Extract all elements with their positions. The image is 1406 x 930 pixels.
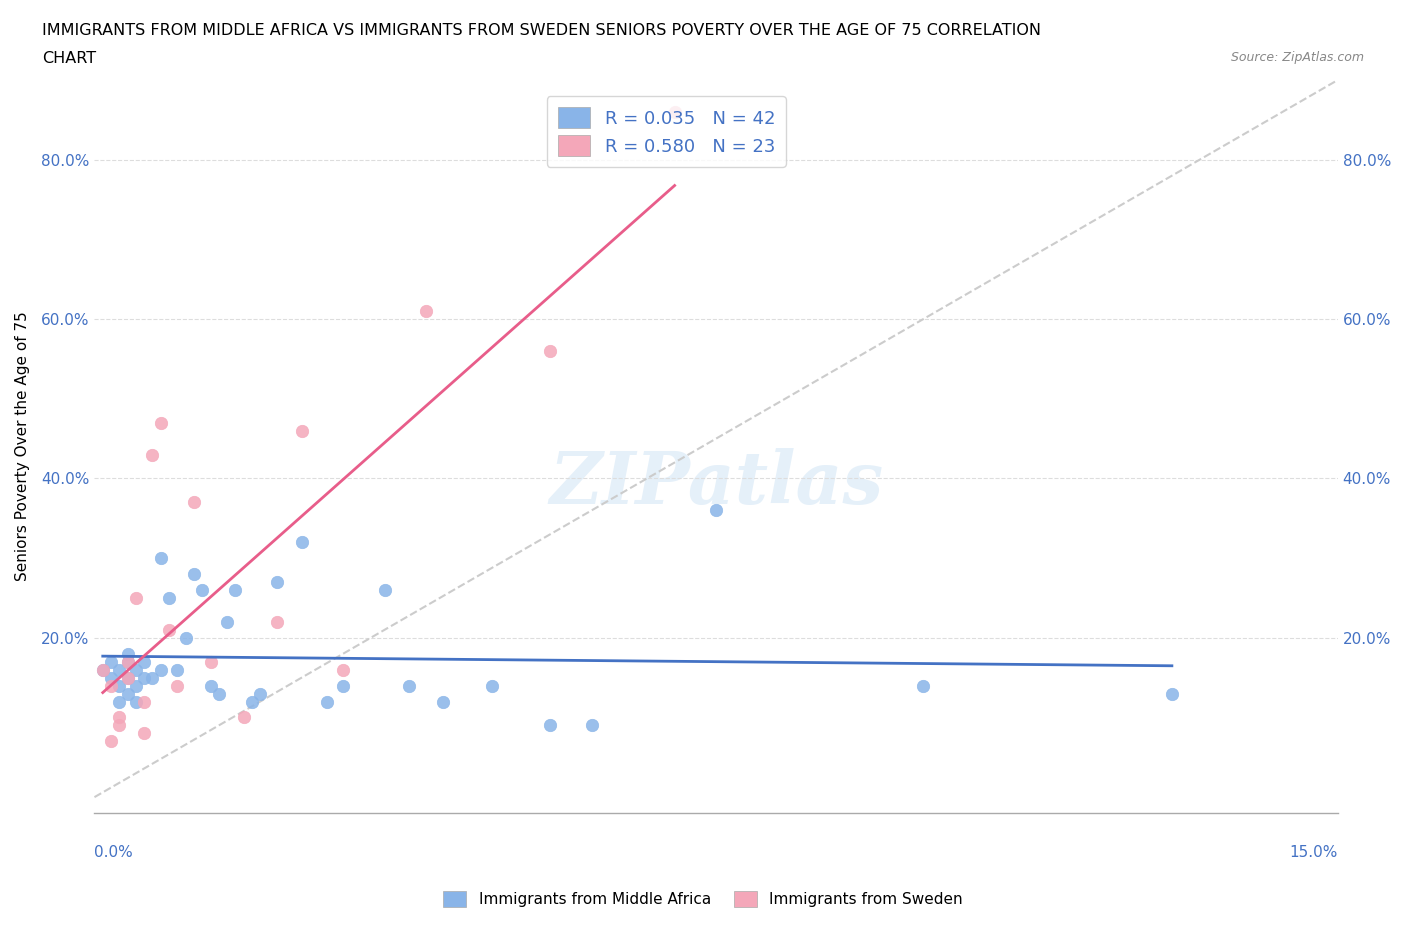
Point bbox=[291, 423, 314, 438]
Point bbox=[224, 582, 246, 597]
Point bbox=[232, 710, 254, 724]
Point bbox=[125, 662, 148, 677]
Point bbox=[125, 591, 148, 605]
Y-axis label: Seniors Poverty Over the Age of 75: Seniors Poverty Over the Age of 75 bbox=[15, 312, 30, 581]
Point bbox=[432, 694, 454, 709]
Point bbox=[117, 646, 139, 661]
Point bbox=[183, 495, 205, 510]
Point bbox=[100, 654, 122, 669]
Point bbox=[157, 622, 180, 637]
Legend: R = 0.035   N = 42, R = 0.580   N = 23: R = 0.035 N = 42, R = 0.580 N = 23 bbox=[547, 97, 786, 167]
Point bbox=[200, 678, 222, 693]
Point bbox=[1160, 686, 1182, 701]
Point bbox=[398, 678, 420, 693]
Point bbox=[240, 694, 263, 709]
Point bbox=[266, 615, 288, 630]
Point bbox=[291, 535, 314, 550]
Point bbox=[149, 662, 172, 677]
Point bbox=[134, 726, 156, 741]
Point bbox=[108, 694, 131, 709]
Point bbox=[191, 582, 214, 597]
Point bbox=[374, 582, 396, 597]
Point bbox=[117, 671, 139, 685]
Point bbox=[174, 631, 197, 645]
Point bbox=[100, 671, 122, 685]
Point bbox=[581, 718, 603, 733]
Point bbox=[100, 734, 122, 749]
Point bbox=[157, 591, 180, 605]
Point bbox=[125, 678, 148, 693]
Point bbox=[183, 566, 205, 581]
Point bbox=[117, 686, 139, 701]
Point bbox=[91, 662, 114, 677]
Text: Source: ZipAtlas.com: Source: ZipAtlas.com bbox=[1230, 51, 1364, 64]
Point bbox=[125, 694, 148, 709]
Point bbox=[415, 304, 437, 319]
Point bbox=[481, 678, 503, 693]
Point bbox=[141, 447, 163, 462]
Point bbox=[134, 654, 156, 669]
Point bbox=[108, 662, 131, 677]
Point bbox=[208, 686, 231, 701]
Text: ZIPatlas: ZIPatlas bbox=[548, 447, 883, 519]
Point bbox=[100, 678, 122, 693]
Text: CHART: CHART bbox=[42, 51, 96, 66]
Point bbox=[538, 718, 561, 733]
Point bbox=[166, 678, 188, 693]
Point bbox=[315, 694, 337, 709]
Point bbox=[117, 671, 139, 685]
Point bbox=[217, 615, 239, 630]
Point bbox=[141, 671, 163, 685]
Point bbox=[108, 718, 131, 733]
Point bbox=[249, 686, 271, 701]
Point bbox=[134, 671, 156, 685]
Point bbox=[664, 104, 686, 119]
Point bbox=[117, 654, 139, 669]
Point bbox=[200, 654, 222, 669]
Point bbox=[108, 678, 131, 693]
Text: 15.0%: 15.0% bbox=[1289, 845, 1337, 860]
Text: 0.0%: 0.0% bbox=[94, 845, 134, 860]
Point bbox=[332, 662, 354, 677]
Point bbox=[166, 662, 188, 677]
Point bbox=[134, 694, 156, 709]
Point bbox=[117, 654, 139, 669]
Legend: Immigrants from Middle Africa, Immigrants from Sweden: Immigrants from Middle Africa, Immigrant… bbox=[437, 884, 969, 913]
Point bbox=[912, 678, 935, 693]
Point bbox=[704, 503, 727, 518]
Point bbox=[91, 662, 114, 677]
Point bbox=[332, 678, 354, 693]
Point bbox=[149, 551, 172, 565]
Point bbox=[538, 343, 561, 358]
Point bbox=[149, 415, 172, 430]
Text: IMMIGRANTS FROM MIDDLE AFRICA VS IMMIGRANTS FROM SWEDEN SENIORS POVERTY OVER THE: IMMIGRANTS FROM MIDDLE AFRICA VS IMMIGRA… bbox=[42, 23, 1042, 38]
Point bbox=[266, 575, 288, 590]
Point bbox=[108, 710, 131, 724]
